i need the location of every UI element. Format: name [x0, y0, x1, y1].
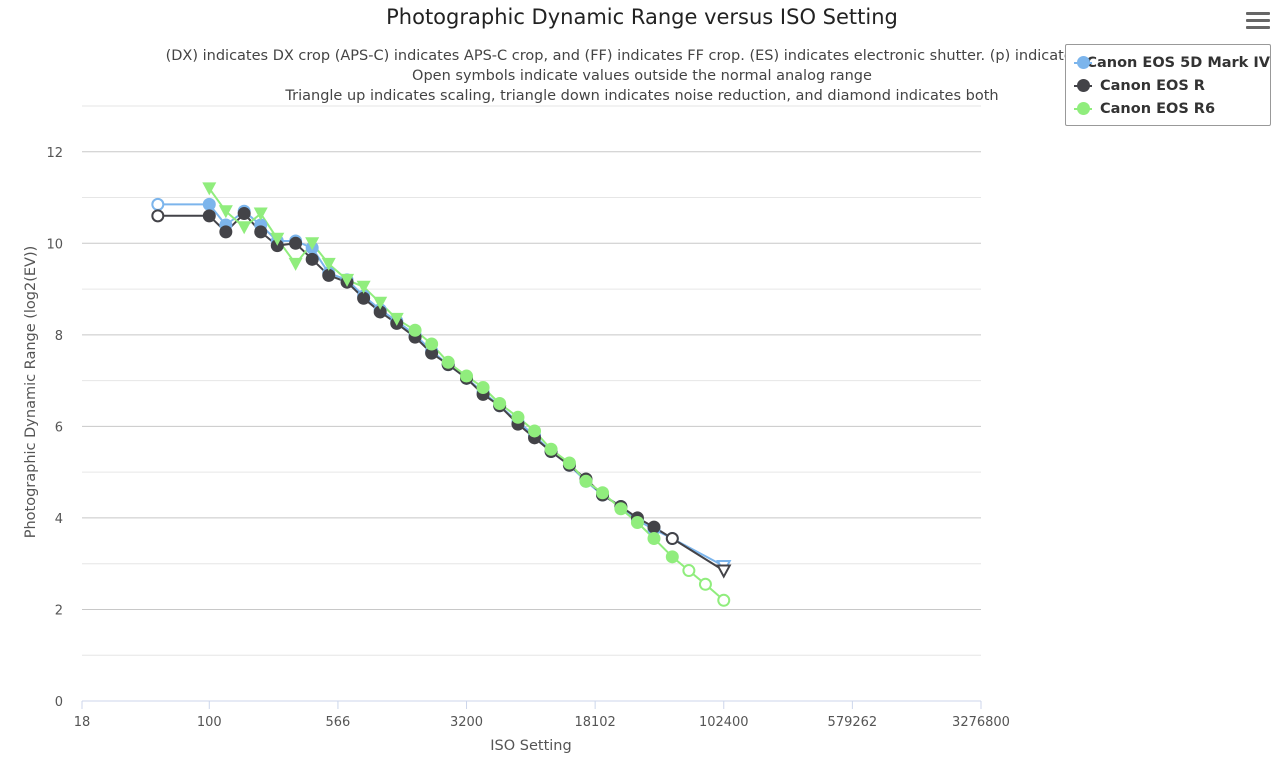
data-point — [322, 268, 336, 282]
x-tick-label: 566 — [326, 715, 351, 730]
legend-label: Canon EOS 5D Mark IV — [1086, 54, 1270, 71]
subtitle-line: Triangle up indicates scaling, triangle … — [285, 88, 999, 104]
data-point — [219, 225, 233, 239]
x-tick-label: 100 — [197, 715, 222, 730]
data-point — [630, 516, 644, 529]
chart-title: Photographic Dynamic Range versus ISO Se… — [386, 5, 898, 29]
x-tick-label: 102400 — [699, 715, 749, 730]
data-point — [476, 380, 490, 394]
data-point — [305, 252, 319, 266]
x-tick-label: 579262 — [828, 715, 878, 730]
data-point — [253, 207, 268, 221]
data-point — [202, 197, 216, 211]
data-point — [151, 197, 165, 211]
data-point — [511, 410, 525, 424]
x-tick-label: 18102 — [574, 715, 615, 730]
x-axis-title: ISO Setting — [490, 738, 572, 754]
data-point — [425, 337, 439, 351]
data-point — [305, 237, 320, 251]
legend-label: Canon EOS R6 — [1100, 100, 1216, 117]
data-point — [373, 296, 388, 310]
y-tick-label: 10 — [46, 237, 63, 252]
data-point — [579, 474, 593, 488]
data-point — [389, 312, 404, 326]
legend-swatch-icon — [1074, 101, 1092, 116]
legend-item-canon-eos-5d-mark-iv[interactable]: Canon EOS 5D Mark IV — [1066, 51, 1270, 74]
data-point — [647, 520, 661, 534]
data-point — [202, 209, 216, 223]
data-point — [460, 369, 474, 383]
y-tick-label: 4 — [55, 512, 63, 527]
data-point — [682, 564, 696, 578]
hamburger-menu-icon[interactable] — [1245, 10, 1271, 32]
data-point — [716, 564, 732, 579]
series-line — [208, 187, 725, 602]
data-point — [544, 442, 558, 456]
legend-swatch-icon — [1074, 78, 1092, 93]
y-tick-label: 2 — [55, 603, 63, 618]
y-axis-title: Photographic Dynamic Range (log2(EV)) — [23, 245, 39, 539]
data-point — [151, 209, 165, 223]
subtitle-line: Open symbols indicate values outside the… — [412, 68, 872, 84]
y-tick-label: 8 — [55, 329, 63, 344]
y-tick-label: 12 — [46, 146, 63, 161]
chart-subtitle: (DX) indicates DX crop (APS-C) indicates… — [0, 46, 1280, 106]
data-point — [665, 532, 679, 546]
data-point — [614, 502, 628, 516]
data-point — [340, 273, 355, 287]
data-point — [647, 532, 661, 546]
data-point — [665, 550, 679, 564]
x-tick-label: 3276800 — [952, 715, 1010, 730]
data-point — [202, 182, 217, 196]
data-point — [356, 280, 371, 294]
data-point — [596, 486, 610, 500]
data-point — [441, 355, 455, 369]
data-point — [357, 291, 371, 305]
y-tick-label: 0 — [55, 695, 63, 710]
chart-legend: Canon EOS 5D Mark IV Canon EOS R Canon E… — [1065, 44, 1271, 126]
legend-item-canon-eos-r[interactable]: Canon EOS R — [1066, 74, 1270, 97]
data-point — [373, 305, 387, 319]
y-tick-label: 6 — [55, 420, 63, 435]
data-point — [698, 577, 712, 591]
data-point — [425, 346, 439, 360]
data-point — [321, 257, 336, 271]
data-point — [528, 424, 542, 438]
x-tick-label: 18 — [74, 715, 91, 730]
data-point — [493, 397, 507, 410]
data-point — [562, 456, 576, 470]
data-point — [717, 593, 731, 607]
legend-item-canon-eos-r6[interactable]: Canon EOS R6 — [1066, 97, 1270, 120]
subtitle-line: (DX) indicates DX crop (APS-C) indicates… — [165, 48, 1119, 64]
data-point — [237, 207, 251, 221]
data-point — [218, 205, 233, 219]
data-point — [254, 225, 268, 239]
x-tick-label: 3200 — [450, 715, 483, 730]
data-point — [288, 257, 303, 271]
data-point — [237, 221, 252, 235]
data-point — [408, 323, 422, 337]
legend-label: Canon EOS R — [1100, 77, 1205, 94]
data-point — [270, 232, 285, 246]
data-point — [289, 236, 303, 250]
legend-swatch-icon — [1074, 55, 1092, 70]
